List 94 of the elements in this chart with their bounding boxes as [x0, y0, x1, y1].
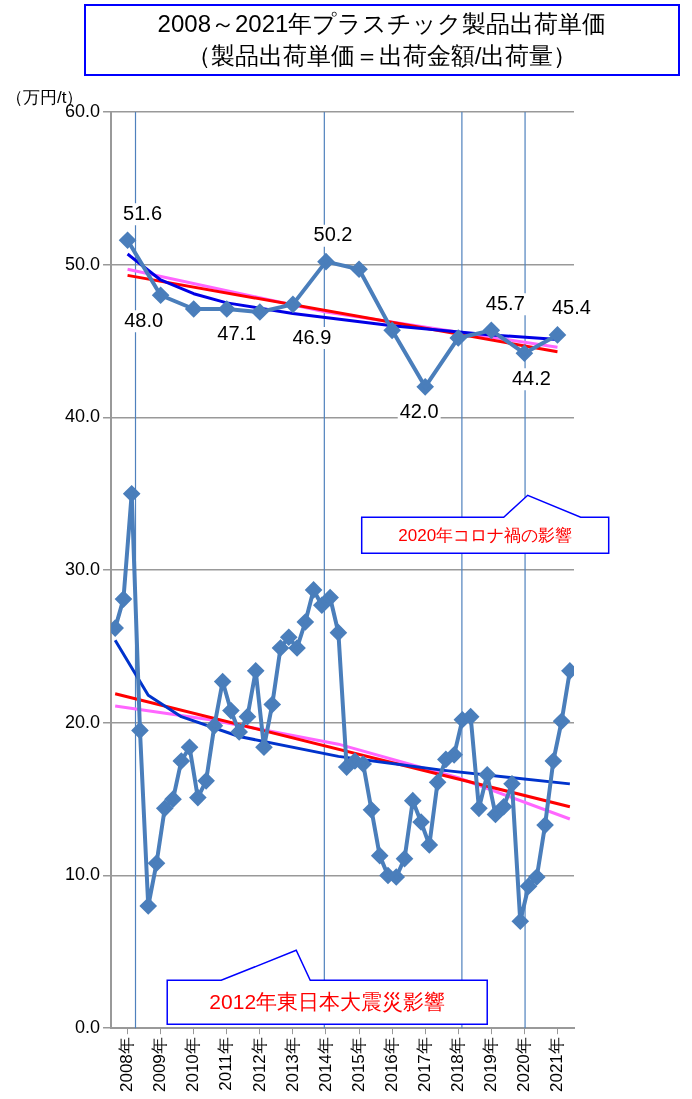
point [516, 345, 533, 362]
point [417, 378, 434, 395]
chart-title: 2008～2021年プラスチック製品出荷単価 [156, 9, 608, 39]
x-tick-label: 2013年 [282, 1037, 302, 1093]
point [322, 589, 339, 606]
point [214, 673, 231, 690]
point [156, 800, 173, 817]
point [173, 752, 190, 769]
x-tick-label: 2012年 [249, 1037, 269, 1093]
data-label: 45.7 [485, 291, 525, 314]
point [251, 304, 268, 321]
point [495, 798, 512, 815]
point [206, 717, 223, 734]
point [363, 801, 380, 818]
point [384, 322, 401, 339]
x-tick-label: 2014年 [315, 1037, 335, 1093]
chart-subtitle: （製品出荷単価＝出荷金額/出荷量） [185, 41, 579, 71]
point [396, 850, 413, 867]
x-tick-label: 2011年 [216, 1037, 236, 1091]
point [222, 702, 239, 719]
point [140, 898, 157, 915]
point [198, 772, 215, 789]
point [185, 300, 202, 317]
point [255, 739, 272, 756]
data-label: 51.6 [123, 201, 163, 224]
data-label: 45.4 [552, 296, 591, 319]
data-label: 48.0 [124, 308, 164, 331]
x-tick-label: 2009年 [150, 1037, 170, 1093]
y-tick-label: 40.0 [64, 406, 101, 427]
point [239, 708, 256, 725]
point [371, 847, 388, 864]
y-tick-label: 30.0 [64, 559, 101, 580]
point [313, 597, 330, 614]
x-tick-label: 2020年 [514, 1037, 534, 1093]
y-tick-label: 50.0 [64, 253, 101, 274]
point [148, 855, 165, 872]
point [264, 696, 281, 713]
x-tick-label: 2015年 [348, 1037, 368, 1093]
point [504, 775, 520, 792]
x-tick-label: 2010年 [183, 1037, 203, 1093]
x-tick-label: 2017年 [414, 1037, 434, 1093]
point [123, 485, 140, 502]
point [528, 869, 545, 886]
y-tick-label: 20.0 [64, 711, 101, 732]
point [450, 329, 467, 346]
data-label: 50.2 [313, 223, 353, 246]
point [479, 766, 496, 783]
point [231, 723, 248, 740]
point [189, 789, 206, 806]
point [545, 752, 562, 769]
point [483, 322, 500, 339]
point [297, 614, 314, 631]
data-label: 46.9 [292, 325, 332, 348]
point [512, 913, 529, 930]
y-tick-label: 0.0 [75, 1017, 101, 1038]
point [181, 739, 198, 756]
point [404, 792, 421, 809]
point [317, 253, 334, 270]
point [284, 296, 301, 313]
data-label: 47.1 [217, 322, 257, 345]
data-label: 44.2 [511, 366, 551, 389]
point [330, 624, 347, 641]
x-tick-label: 2016年 [381, 1037, 401, 1093]
point [549, 326, 566, 343]
point [152, 287, 169, 304]
x-tick-label: 2019年 [481, 1037, 501, 1093]
point [115, 591, 132, 608]
point [305, 581, 322, 598]
point [119, 232, 136, 249]
x-tick-label: 2018年 [447, 1037, 467, 1093]
point [355, 756, 372, 773]
point [537, 817, 554, 834]
x-tick-label: 2021年 [547, 1037, 567, 1093]
point [289, 639, 306, 656]
point [247, 662, 264, 679]
point [338, 759, 355, 776]
point [165, 791, 182, 808]
point [351, 261, 368, 278]
point [280, 629, 297, 646]
point [553, 713, 570, 730]
x-tick-label: 2008年 [117, 1037, 137, 1093]
annotation: 2012年東日本大震災影響 [209, 990, 446, 1014]
y-tick-label: 10.0 [64, 864, 101, 885]
annotation: 2020年コロナ禍の影響 [398, 525, 573, 545]
point [487, 806, 504, 823]
data-label: 42.0 [399, 400, 439, 423]
point [131, 722, 148, 739]
point [272, 639, 289, 656]
point [446, 746, 463, 763]
point [520, 878, 537, 895]
point [429, 774, 446, 791]
point [218, 300, 235, 317]
point [413, 814, 430, 831]
point [470, 800, 487, 817]
